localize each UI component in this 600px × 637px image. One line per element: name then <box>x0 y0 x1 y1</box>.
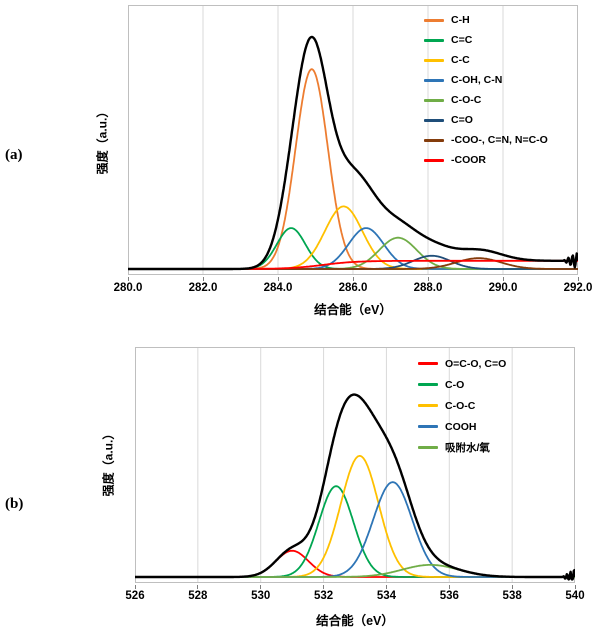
x-tick-label: 286.0 <box>338 282 368 294</box>
x-tick-label: 292.0 <box>563 282 593 294</box>
plot-border <box>128 5 578 275</box>
legend-item: -COO-, C=N, N=C-O <box>424 130 548 150</box>
x-tick-label: 540 <box>565 590 585 602</box>
legend-item: C=C <box>424 30 548 50</box>
legend-item: C-H <box>424 10 548 30</box>
x-tickmark <box>127 277 129 281</box>
panel-b-spectrum-canvas <box>135 347 575 583</box>
panel-b-x-axis-title: 结合能（eV） <box>316 614 394 628</box>
panel-a-x-axis-title: 结合能（eV） <box>314 303 392 317</box>
panel-a-legend: C-H C=C C-C C-OH, C-N C-O-C C=O -COO-, C=N, N=… <box>424 10 548 170</box>
x-tick-label: 538 <box>502 590 522 602</box>
panel-b-legend: O=C-O, C=O C-O C-O-C COOH 吸附水/氧 <box>418 353 506 458</box>
x-tickmark <box>277 277 279 281</box>
x-tick-label: 288.0 <box>413 282 443 294</box>
legend-label: O=C-O, C=O <box>445 357 507 370</box>
x-tickmark <box>448 585 450 589</box>
x-tickmark <box>197 585 199 589</box>
legend-line-swatch <box>418 425 438 428</box>
legend-label: C-H <box>451 14 470 26</box>
x-tickmark <box>577 277 579 281</box>
x-tick-label: 534 <box>376 590 397 602</box>
legend-item: C=O <box>424 110 548 130</box>
legend-item: O=C-O, C=O <box>418 353 506 374</box>
legend-item: C-O <box>418 374 506 395</box>
legend-label: C-O <box>445 378 465 391</box>
legend-label: -COO-, C=N, N=C-O <box>451 134 548 146</box>
x-tickmark <box>202 277 204 281</box>
legend-label: C=O <box>451 114 473 126</box>
legend-line-swatch <box>418 383 438 386</box>
legend-label: COOH <box>445 420 477 433</box>
x-tickmark <box>323 585 325 589</box>
panel-b-plot-area: O=C-O, C=O C-O C-O-C COOH 吸附水/氧 <box>135 347 575 583</box>
legend-item: C-OH, C-N <box>424 70 548 90</box>
legend-label: C-OH, C-N <box>451 74 503 86</box>
legend-label: 吸附水/氧 <box>445 442 490 454</box>
component-curve <box>135 455 575 578</box>
x-tickmark <box>260 585 262 589</box>
legend-label: C-O-C <box>445 399 476 412</box>
legend-item: C-O-C <box>418 395 506 416</box>
legend-line-swatch <box>424 98 444 102</box>
legend-item: 吸附水/氧 <box>418 437 506 458</box>
panel-b-x-axis-ticks: 526 528 530 532 534 536 538 540 <box>125 585 585 607</box>
envelope-curve <box>128 35 578 271</box>
legend-item: COOH <box>418 416 506 437</box>
x-tick-label: 530 <box>251 590 271 602</box>
plot-border <box>135 347 575 583</box>
x-tickmark <box>502 277 504 281</box>
legend-label: C=C <box>451 34 473 46</box>
x-tick-label: 280.0 <box>113 282 143 294</box>
legend-label: C-C <box>451 54 470 66</box>
x-tickmark <box>352 277 354 281</box>
x-tick-label: 526 <box>125 590 145 602</box>
legend-line-swatch <box>424 18 444 22</box>
x-tick-label: 290.0 <box>488 282 518 294</box>
envelope-curve <box>135 393 575 581</box>
x-tickmark <box>427 277 429 281</box>
x-tick-label: 284.0 <box>263 282 293 294</box>
panel-a-x-axis-ticks: 280.0 282.0 284.0 286.0 288.0 290.0 292.0 <box>114 277 592 299</box>
legend-line-swatch <box>418 446 438 449</box>
panel-b-label: (b) <box>5 496 24 512</box>
legend-line-swatch <box>424 158 444 162</box>
panel-a-spectrum-canvas <box>128 5 578 275</box>
x-tickmark <box>134 585 136 589</box>
legend-label: -COOR <box>451 154 486 166</box>
legend-line-swatch <box>424 78 444 82</box>
x-tickmark <box>385 585 387 589</box>
legend-item: C-O-C <box>424 90 548 110</box>
panel-b-y-axis-title: 强度（a.u.） <box>101 427 116 497</box>
x-tick-label: 536 <box>439 590 459 602</box>
legend-line-swatch <box>424 38 444 42</box>
legend-label: C-O-C <box>451 94 482 106</box>
legend-line-swatch <box>418 404 438 407</box>
component-curve <box>135 563 575 578</box>
legend-line-swatch <box>418 362 438 365</box>
panel-a-y-axis-title: 强度（a.u.） <box>95 105 110 175</box>
legend-line-swatch <box>424 58 444 62</box>
panel-a-plot-area: C-H C=C C-C C-OH, C-N C-O-C C=O -COO-, C=N, N=… <box>128 5 578 275</box>
legend-item: -COOR <box>424 150 548 170</box>
x-tick-label: 282.0 <box>188 282 218 294</box>
x-tickmark <box>574 585 576 589</box>
x-tick-label: 528 <box>188 590 208 602</box>
legend-item: C-C <box>424 50 548 70</box>
legend-line-swatch <box>424 118 444 122</box>
legend-line-swatch <box>424 138 444 142</box>
x-tick-label: 532 <box>313 590 334 602</box>
panel-a-label: (a) <box>5 147 23 163</box>
x-tickmark <box>511 585 513 589</box>
